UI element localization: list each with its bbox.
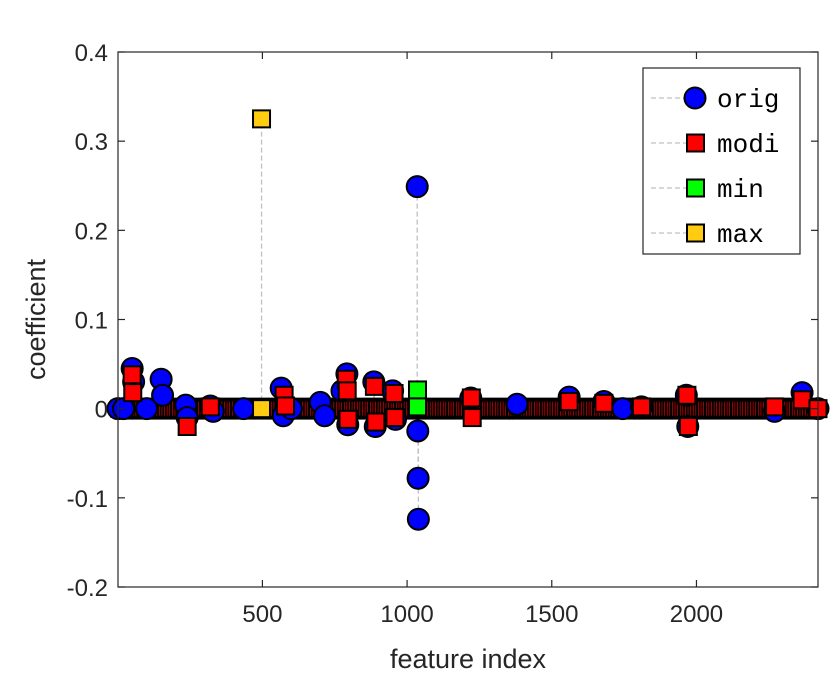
point-orig xyxy=(151,383,175,407)
point-modi xyxy=(364,376,384,396)
y-tick-label: 0.4 xyxy=(75,40,108,67)
x-tick-label: 1000 xyxy=(380,601,433,628)
point-orig xyxy=(313,404,337,428)
x-tick-label: 2000 xyxy=(670,601,723,628)
x-tick-label: 1500 xyxy=(525,601,578,628)
legend: orig modi min max xyxy=(642,67,801,255)
point-modi xyxy=(792,390,812,410)
point-max xyxy=(252,399,272,419)
axes: -0.2 -0.1 0 0.1 0.2 0.3 0.4 500 1000 1500 2000 xyxy=(67,40,819,628)
point-modi xyxy=(122,365,142,385)
data-markers xyxy=(106,109,830,531)
point-orig xyxy=(405,175,429,199)
y-axis-label: coefficient xyxy=(21,258,51,380)
y-tick-label: 0.3 xyxy=(75,129,108,156)
point-modi xyxy=(123,383,143,403)
y-tick-label: 0 xyxy=(95,397,108,424)
point-modi xyxy=(594,393,614,413)
point-min xyxy=(408,397,428,417)
x-tick-label: 500 xyxy=(242,601,282,628)
point-modi xyxy=(765,397,785,417)
point-orig xyxy=(406,466,430,490)
point-orig xyxy=(232,397,256,421)
y-tick-label: 0.2 xyxy=(75,218,108,245)
x-axis-label: feature index xyxy=(390,644,547,673)
legend-marker-modi xyxy=(686,133,705,153)
legend-label-orig: orig xyxy=(717,85,779,115)
legend-label-modi: modi xyxy=(717,130,779,160)
point-modi xyxy=(461,388,481,408)
point-modi xyxy=(631,397,651,417)
point-orig xyxy=(406,419,430,443)
legend-marker-orig xyxy=(683,86,707,110)
point-orig xyxy=(611,397,635,421)
point-modi xyxy=(384,384,404,404)
legend-label-min: min xyxy=(717,175,764,205)
point-orig xyxy=(135,397,159,421)
point-modi xyxy=(462,408,482,428)
point-modi xyxy=(177,417,197,436)
point-modi xyxy=(385,408,405,428)
point-modi xyxy=(559,392,579,412)
legend-box xyxy=(642,67,801,255)
point-orig xyxy=(406,507,430,531)
y-tick-label: -0.1 xyxy=(67,486,108,513)
y-tick-label: 0.1 xyxy=(75,308,108,335)
point-max xyxy=(252,109,272,129)
point-modi xyxy=(366,412,386,432)
point-modi xyxy=(276,396,296,416)
legend-label-max: max xyxy=(717,220,764,250)
legend-marker-min xyxy=(686,178,705,198)
y-tick-label: -0.2 xyxy=(67,575,108,602)
legend-marker-max xyxy=(686,223,705,243)
point-modi xyxy=(337,381,357,401)
point-modi xyxy=(338,409,358,429)
point-modi xyxy=(677,385,697,405)
point-modi xyxy=(678,417,698,436)
point-orig xyxy=(505,392,529,416)
point-modi xyxy=(200,397,220,417)
point-min xyxy=(408,380,428,400)
